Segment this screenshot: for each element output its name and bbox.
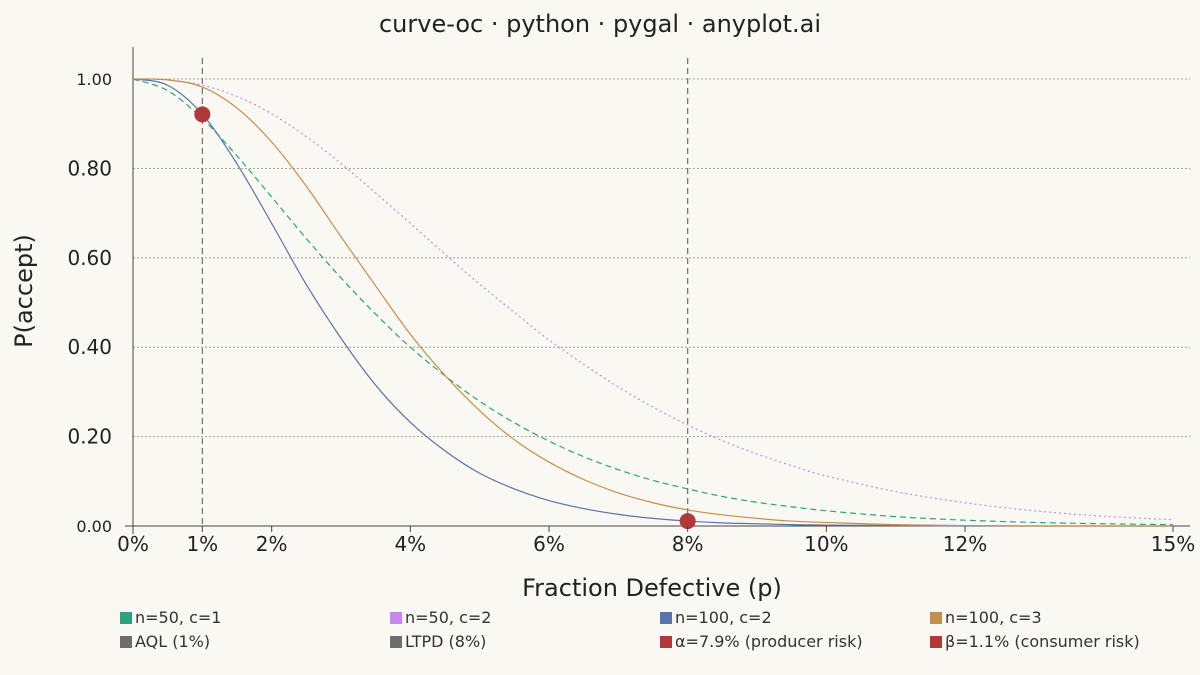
legend-label: n=50, c=2 xyxy=(405,608,492,627)
legend-item-4: AQL (1%) xyxy=(120,632,210,651)
legend-swatch xyxy=(660,611,672,624)
x-tick-label-1: 1% xyxy=(186,532,218,556)
y-tick-labels: 0.00 0.20 0.40 0.60 0.80 1.00 xyxy=(67,70,112,536)
legend-item-6: α=7.9% (producer risk) xyxy=(660,632,863,651)
legend-swatch xyxy=(930,635,942,648)
risk-markers xyxy=(194,106,696,530)
x-tick-label-4: 6% xyxy=(533,532,565,556)
grid-lines xyxy=(133,78,1190,438)
y-tick-label-4: 0.80 xyxy=(67,156,112,180)
legend-label: AQL (1%) xyxy=(135,632,211,651)
legend-label: β=1.1% (consumer risk) xyxy=(945,632,1140,651)
legend-swatch xyxy=(120,635,132,648)
x-axis-label: Fraction Defective (p) xyxy=(522,574,782,602)
risk-marker-1 xyxy=(679,513,696,530)
legend-swatch xyxy=(660,635,672,648)
y-tick-label-5: 1.00 xyxy=(76,70,112,89)
legend-swatch xyxy=(390,611,402,624)
legend-label: n=100, c=3 xyxy=(945,608,1042,627)
legend-item-7: β=1.1% (consumer risk) xyxy=(930,632,1140,651)
chart-title: curve-oc · python · pygal · anyplot.ai xyxy=(379,10,821,38)
axes xyxy=(125,47,1190,534)
x-tick-label-5: 8% xyxy=(672,532,704,556)
x-tick-label-2: 2% xyxy=(256,532,288,556)
legend-swatch xyxy=(390,635,402,648)
legend-label: n=50, c=1 xyxy=(135,608,222,627)
series-line-1 xyxy=(132,78,1174,521)
x-tick-label-7: 12% xyxy=(943,532,987,556)
legend-label: α=7.9% (producer risk) xyxy=(675,632,863,651)
y-axis-label: P(accept) xyxy=(10,234,38,348)
legend-label: n=100, c=2 xyxy=(675,608,772,627)
legend-item-2: n=100, c=2 xyxy=(660,608,772,627)
legend-item-3: n=100, c=3 xyxy=(930,608,1042,627)
x-tick-labels: 0% 1% 2% 4% 6% 8% 10% 12% 15% xyxy=(117,526,1195,556)
risk-marker-0 xyxy=(194,106,211,123)
y-tick-label-2: 0.40 xyxy=(67,335,112,359)
legend-swatch xyxy=(930,611,942,624)
legend: n=50, c=1 n=50, c=2 n=100, c=2 n=100, c=3 AQ… xyxy=(0,608,1200,668)
legend-label: LTPD (8%) xyxy=(405,632,487,651)
y-tick-label-0: 0.00 xyxy=(76,517,112,536)
x-tick-label-3: 4% xyxy=(394,532,426,556)
legend-swatch xyxy=(120,611,132,624)
x-tick-label-0: 0% xyxy=(117,532,149,556)
reference-lines xyxy=(201,58,689,526)
series-line-0 xyxy=(132,78,1174,526)
y-tick-label-3: 0.60 xyxy=(67,246,112,270)
legend-item-1: n=50, c=2 xyxy=(390,608,491,627)
x-tick-label-8: 15% xyxy=(1151,532,1195,556)
series-line-2 xyxy=(132,78,1173,527)
series-line-3 xyxy=(132,78,1173,527)
series-lines xyxy=(132,78,1174,527)
legend-item-5: LTPD (8%) xyxy=(390,632,486,651)
y-tick-label-1: 0.20 xyxy=(67,425,112,449)
legend-item-0: n=50, c=1 xyxy=(120,608,221,627)
x-tick-label-6: 10% xyxy=(804,532,848,556)
